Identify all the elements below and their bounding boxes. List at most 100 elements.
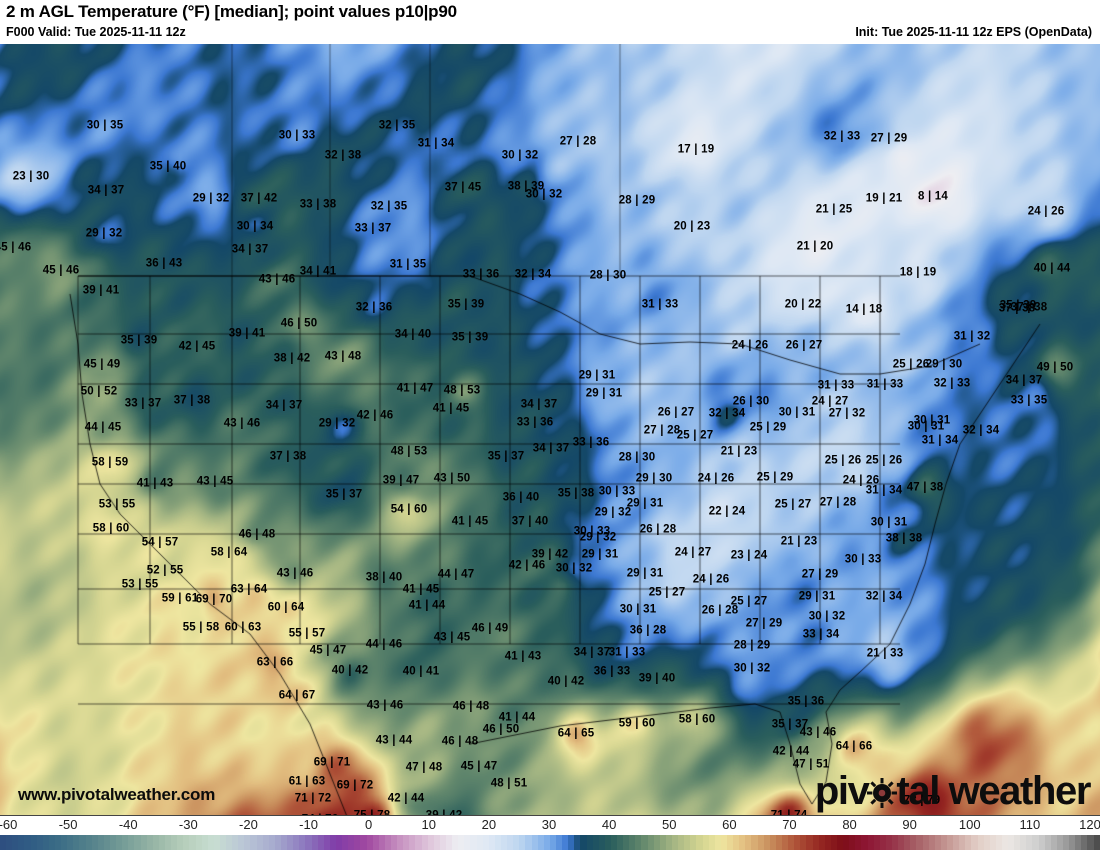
- colorbar-segment: [782, 835, 789, 850]
- point-value: 74 | 76: [302, 814, 339, 815]
- point-value: 34 | 40: [394, 328, 432, 341]
- point-value: 36 | 43: [145, 257, 183, 270]
- point-value: 34 | 37: [520, 398, 558, 411]
- point-value: 58 | 59: [91, 456, 129, 469]
- colorbar-segment: [464, 835, 471, 850]
- point-value: 37 | 38: [269, 450, 307, 463]
- point-value: 35 | 36: [787, 695, 825, 708]
- point-value: 32 | 35: [370, 200, 408, 213]
- point-value: 31 | 32: [953, 330, 991, 343]
- colorbar-segment: [580, 835, 587, 850]
- point-value: 64 | 66: [835, 740, 873, 753]
- colorbar-segment: [916, 835, 923, 850]
- colorbar-segment: [922, 835, 929, 850]
- point-value: 30 | 35: [86, 119, 124, 132]
- point-value: 27 | 28: [819, 496, 857, 509]
- point-value: 31 | 33: [866, 378, 904, 391]
- colorbar-segment: [891, 835, 899, 850]
- point-value: 27 | 29: [801, 568, 839, 581]
- colorbar-segment: [885, 835, 892, 850]
- point-value: 29 | 30: [925, 358, 963, 371]
- colorbar-segment: [1075, 835, 1082, 850]
- point-value: 61 | 63: [288, 775, 326, 788]
- point-value: 27 | 29: [745, 617, 783, 630]
- point-value: 30 | 32: [808, 610, 846, 623]
- point-value: 27 | 32: [828, 407, 866, 420]
- colorbar-tick: 110: [1019, 817, 1041, 832]
- point-value: 26 | 28: [701, 604, 739, 617]
- point-value: 42 | 44: [387, 792, 425, 805]
- colorbar-segment: [934, 835, 941, 850]
- colorbar-segment: [775, 835, 782, 850]
- point-value: 63 | 64: [230, 583, 268, 596]
- colorbar-legend[interactable]: -60 -50 -40 -30 -20 -10 0 10 20 30 40 50 60 70 80 90 100…: [0, 817, 1100, 850]
- logo-text-pre: piv: [814, 769, 870, 813]
- colorbar-segment: [30, 835, 37, 850]
- colorbar-segment: [0, 835, 7, 850]
- colorbar-segment: [195, 835, 202, 850]
- colorbar-segment: [470, 835, 477, 850]
- point-value: 29 | 31: [626, 497, 664, 510]
- point-value: 63 | 66: [256, 656, 294, 669]
- point-value: 41 | 45: [451, 515, 489, 528]
- point-value: 34 | 37: [532, 442, 570, 455]
- point-value: 33 | 36: [516, 416, 554, 429]
- colorbar-segment: [794, 835, 801, 850]
- point-value: 38 | 42: [273, 352, 311, 365]
- colorbar-segment: [1069, 835, 1076, 850]
- colorbar-segment: [1063, 835, 1070, 850]
- colorbar-segment: [391, 835, 398, 850]
- colorbar-segment: [311, 835, 318, 850]
- colorbar-segment: [73, 835, 80, 850]
- point-value: 27 | 29: [870, 132, 908, 145]
- point-value: 47 | 48: [405, 761, 443, 774]
- weather-map[interactable]: 23 | 30 30 | 35 34 | 37 29 | 32 45 | 46 45 | …: [0, 44, 1100, 816]
- point-value: 33 | 38: [299, 198, 337, 211]
- colorbar-segment: [488, 835, 495, 850]
- point-value: 69 | 71: [313, 756, 351, 769]
- colorbar-segment: [647, 835, 654, 850]
- point-value: 20 | 22: [784, 298, 822, 311]
- point-value: 21 | 25: [815, 203, 853, 216]
- colorbar-segment: [549, 835, 556, 850]
- point-value: 30 | 31: [870, 516, 908, 529]
- point-value: 37 | 42: [240, 192, 278, 205]
- colorbar-segment: [452, 835, 459, 850]
- point-value: 47 | 51: [792, 758, 830, 771]
- colorbar-segment: [623, 835, 630, 850]
- colorbar-segment: [836, 835, 844, 850]
- point-value: 54 | 60: [390, 503, 428, 516]
- colorbar-segment: [54, 835, 62, 850]
- point-value: 45 | 47: [460, 760, 498, 773]
- colorbar-segment: [18, 835, 25, 850]
- colorbar-gradient: [0, 835, 1100, 850]
- point-value: 31 | 35: [389, 258, 427, 271]
- colorbar-segment: [152, 835, 159, 850]
- point-value: 24 | 26: [697, 472, 735, 485]
- point-value: 45 | 49: [83, 358, 121, 371]
- point-value: 59 | 60: [618, 717, 656, 730]
- point-value: 69 | 72: [336, 779, 374, 792]
- colorbar-segment: [678, 835, 685, 850]
- colorbar-segment: [244, 835, 251, 850]
- colorbar-segment: [598, 835, 605, 850]
- point-value: 43 | 46: [366, 699, 404, 712]
- point-value: 64 | 65: [557, 727, 595, 740]
- point-value: 24 | 27: [674, 546, 712, 559]
- point-value: 24 | 26: [842, 474, 880, 487]
- point-value: 52 | 55: [146, 564, 184, 577]
- point-value: 69 | 70: [195, 593, 233, 606]
- colorbar-segment: [610, 835, 618, 850]
- point-value: 35 | 39: [999, 299, 1037, 312]
- valid-time-label: F000 Valid: Tue 2025-11-11 12z: [6, 25, 186, 39]
- colorbar-segment: [989, 835, 996, 850]
- colorbar-segment: [213, 835, 220, 850]
- colorbar-segment: [617, 835, 624, 850]
- point-value: 32 | 33: [933, 377, 971, 390]
- colorbar-segment: [757, 835, 764, 850]
- point-value: 29 | 32: [192, 192, 230, 205]
- point-value: 39 | 40: [638, 672, 676, 685]
- point-value: 60 | 63: [224, 621, 262, 634]
- colorbar-segment: [6, 835, 13, 850]
- point-value: 46 | 48: [441, 735, 479, 748]
